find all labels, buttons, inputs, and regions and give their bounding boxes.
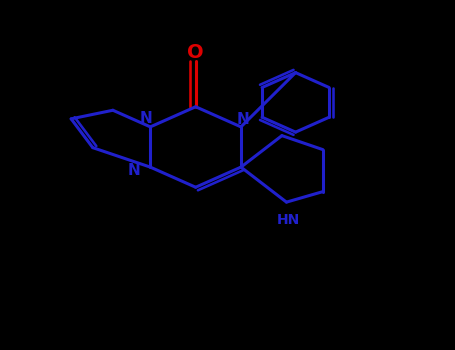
Text: N: N <box>237 112 250 127</box>
Text: N: N <box>139 111 152 126</box>
Text: O: O <box>187 43 204 62</box>
Text: N: N <box>128 163 141 178</box>
Text: HN: HN <box>277 212 300 227</box>
